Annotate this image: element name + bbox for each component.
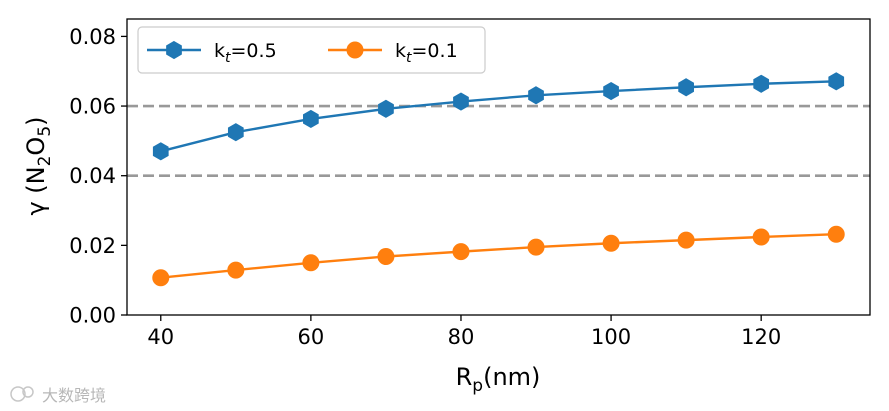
series-1-point: [303, 109, 319, 129]
series-2-point: [452, 243, 470, 261]
y-axis-label-mid: O: [22, 137, 50, 156]
series-1-point: [828, 72, 845, 91]
y-axis-label-sub2: 5: [35, 126, 55, 137]
series-1-point: [678, 78, 694, 97]
series-1-line: [160, 80, 837, 153]
y-axis-label-sub1: 2: [35, 156, 55, 167]
x-tick-label: 120: [741, 325, 781, 349]
y-tick-label: 0.06: [69, 95, 116, 119]
y-tick-label: 0.08: [69, 25, 116, 49]
x-axis-label-main: R: [456, 363, 473, 391]
y-axis-label: γ (N2O5): [22, 116, 55, 215]
series-2-point: [377, 247, 395, 265]
x-axis-label: Rp(nm): [456, 363, 541, 396]
y-tick-label: 0.04: [69, 164, 116, 188]
x-axis-label-sub: p: [472, 376, 483, 396]
legend-label-series-2: kt=0.1: [395, 40, 458, 66]
series-1: [152, 72, 845, 161]
series-2-point: [752, 228, 770, 246]
y-axis-ticks: 0.00 0.02 0.04 0.06 0.08: [69, 25, 127, 328]
series-2-point: [677, 231, 695, 249]
series-1-point: [227, 123, 244, 142]
x-tick-label: 60: [298, 325, 325, 349]
x-tick-label: 80: [448, 325, 475, 349]
y-axis-label-main: γ (N: [22, 166, 50, 215]
series-2-point: [152, 269, 170, 287]
x-tick-label: 100: [591, 325, 631, 349]
series-2-point: [827, 225, 845, 243]
legend-box: [137, 26, 486, 74]
series-2-point: [527, 238, 545, 256]
series-2-point: [602, 234, 620, 252]
series-1-point: [753, 74, 770, 93]
legend-marks: [147, 40, 382, 60]
series-2-line: [160, 233, 837, 279]
series-1-point: [603, 82, 619, 101]
series-1-point: [152, 142, 169, 161]
legend-marker-series-1: [166, 40, 182, 60]
y-axis-label-rest: ): [22, 116, 50, 125]
legend-label-series-1: kt=0.5: [214, 40, 277, 66]
series-layer: [152, 72, 845, 287]
legend: kt=0.5 kt=0.1: [137, 26, 486, 74]
series-2-point: [302, 254, 320, 272]
y-tick-label: 0.02: [69, 234, 116, 258]
y-tick-label: 0.00: [69, 304, 116, 328]
series-1-point: [378, 99, 394, 118]
series-1-point: [453, 92, 469, 111]
x-axis-ticks: 40 60 80 100 120: [147, 315, 781, 349]
watermark-text: 大数跨境: [42, 386, 106, 405]
reference-lines: [127, 104, 870, 178]
x-tick-label: 40: [147, 325, 174, 349]
series-1-point: [528, 86, 544, 105]
watermark: 大数跨境: [10, 386, 106, 405]
x-axis-label-rest: (nm): [483, 363, 540, 391]
legend-marker-series-2: [346, 41, 364, 59]
watermark-logo-icon-inner: [22, 386, 34, 398]
plot-frame: [126, 18, 871, 316]
series-2-point: [227, 261, 245, 279]
series-2: [152, 225, 845, 287]
watermark-logo-icon: [10, 386, 26, 402]
